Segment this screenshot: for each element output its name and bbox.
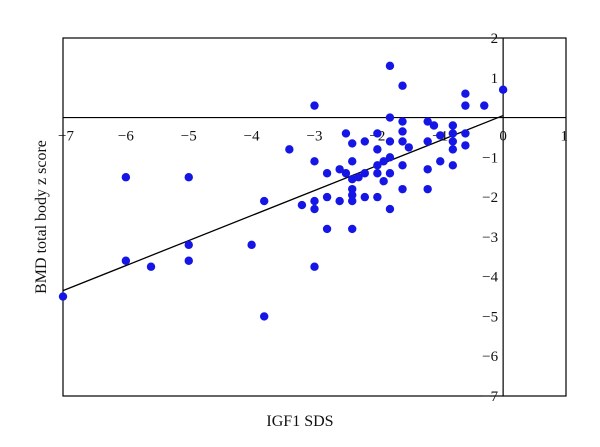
data-point [423, 165, 432, 174]
data-point [348, 157, 357, 166]
data-point [379, 177, 388, 186]
data-point [373, 129, 382, 138]
data-point [341, 129, 351, 138]
data-point [348, 184, 357, 194]
data-point [461, 101, 470, 110]
data-point [373, 192, 382, 202]
data-point [260, 196, 269, 206]
y-tick-label: −1 [482, 150, 498, 166]
data-point [373, 145, 382, 154]
y-tick-labels: 2 1 −1 −2 −3 −4 −5 −6 −7 [482, 31, 498, 405]
data-point [461, 89, 470, 98]
x-tick-label: −5 [181, 129, 197, 145]
data-point [448, 137, 458, 146]
data-point [58, 292, 68, 301]
data-point [385, 153, 395, 162]
data-point [348, 224, 357, 234]
data-point [423, 184, 432, 194]
y-tick-label: 2 [491, 31, 499, 47]
data-point [373, 169, 382, 178]
data-point [498, 85, 508, 94]
x-tick-label: −3 [307, 129, 323, 145]
data-point [310, 157, 319, 166]
data-point [121, 256, 131, 265]
data-point [379, 157, 388, 166]
data-point [360, 169, 369, 178]
y-tick-label: −5 [482, 309, 498, 325]
x-tick-label: −7 [58, 129, 74, 145]
data-point [448, 161, 458, 170]
data-points [58, 61, 508, 321]
y-tick-label: −6 [482, 349, 498, 365]
data-point [310, 101, 319, 110]
data-point [348, 196, 357, 206]
x-tick-label: 1 [561, 129, 569, 145]
data-point [429, 121, 439, 130]
data-point [322, 224, 332, 234]
data-point [398, 127, 407, 136]
data-point [398, 184, 407, 194]
data-point [423, 137, 432, 146]
data-point [184, 256, 193, 265]
data-point [385, 137, 395, 146]
data-point [360, 192, 369, 202]
data-point [354, 173, 363, 182]
data-point [360, 137, 369, 146]
data-point [436, 131, 445, 140]
data-point [398, 137, 407, 146]
data-point [480, 101, 489, 110]
data-point [322, 192, 332, 202]
data-point [297, 200, 307, 210]
x-tick-label: −4 [244, 129, 260, 145]
data-point [310, 262, 319, 271]
data-point [341, 169, 351, 178]
x-axis-title: IGF1 SDS [266, 413, 333, 430]
data-point [184, 240, 193, 250]
y-axis-title: BMD total body z score [33, 140, 50, 294]
y-tick-label: −7 [482, 389, 498, 405]
data-point [247, 240, 256, 250]
data-point [335, 165, 344, 174]
data-point [448, 121, 458, 130]
data-point [461, 129, 470, 138]
y-tick-label: −2 [482, 190, 498, 206]
data-point [398, 161, 407, 170]
y-tick-label: −3 [482, 230, 498, 246]
data-point [385, 204, 395, 214]
data-point [184, 173, 193, 182]
data-point [398, 81, 407, 90]
data-point [404, 143, 414, 152]
y-tick-label: 1 [491, 71, 499, 87]
data-point [310, 204, 319, 214]
data-point [436, 157, 445, 166]
data-point [461, 141, 470, 150]
data-point [322, 169, 332, 178]
data-point [448, 145, 458, 154]
data-point [285, 145, 294, 154]
plot-frame [62, 37, 567, 397]
data-point [398, 117, 407, 126]
data-point [385, 113, 395, 122]
data-point [121, 173, 131, 182]
data-point [348, 190, 357, 200]
data-point [385, 169, 395, 178]
x-tick-labels: −7−6−5−4−3−2−101 [58, 129, 568, 145]
data-point [348, 139, 357, 148]
data-point [335, 196, 344, 206]
data-point [310, 196, 319, 206]
x-tick-label: 0 [499, 129, 507, 145]
data-point [385, 61, 395, 71]
data-point [448, 129, 458, 138]
data-point [423, 117, 432, 126]
data-point [373, 161, 382, 170]
data-point [260, 312, 269, 321]
data-point [146, 262, 156, 271]
y-tick-label: −4 [482, 270, 498, 286]
x-tick-label: −6 [118, 129, 134, 145]
